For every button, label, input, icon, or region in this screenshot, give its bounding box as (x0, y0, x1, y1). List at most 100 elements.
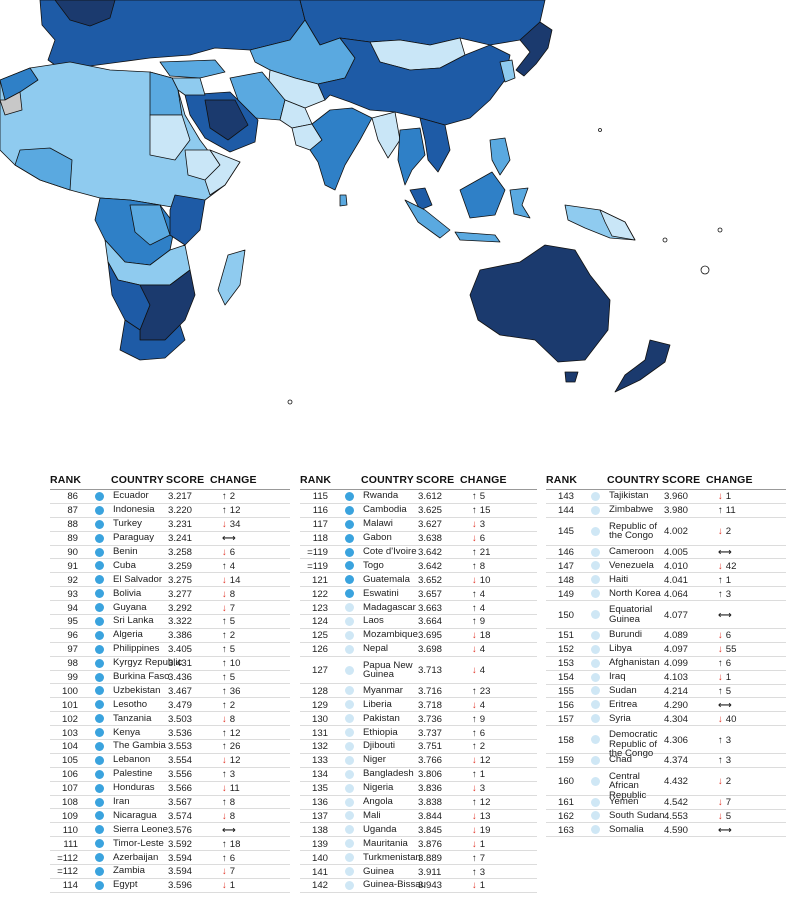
country-cell: Afghanistan (609, 657, 660, 669)
header-change: CHANGE (706, 474, 753, 486)
score-cell: 3.217 (168, 491, 193, 503)
change-value: 8 (229, 588, 236, 600)
rank-cell: 117 (312, 519, 328, 531)
level-dot-icon (95, 575, 104, 585)
country-cell: Cote d'Ivoire (363, 546, 417, 557)
level-dot-icon (95, 686, 104, 696)
map-malaysia (409, 187, 433, 211)
rank-cell: 92 (67, 574, 78, 586)
country-cell: Benin (113, 546, 138, 557)
level-dot-icon (345, 665, 354, 675)
score-cell: 4.005 (664, 547, 689, 559)
header-score: SCORE (166, 474, 205, 486)
change-cell: ↓ 4 (472, 700, 485, 711)
country-cell: Gabon (363, 532, 392, 544)
change-cell: ↓ 6 (472, 533, 485, 544)
map-java (454, 231, 501, 243)
arrow-down-icon: ↓ (222, 519, 227, 531)
change-cell: ↑ 3 (718, 589, 731, 600)
arrow-down-icon: ↓ (472, 630, 477, 642)
table-row: 98 Kyrgyz Republic 3.431 ↑ 10 (50, 657, 290, 671)
change-cell: ↑ 9 (472, 714, 485, 725)
map-korea (499, 59, 516, 83)
table-row: 137 Mali 3.844 ↓ 13 (300, 810, 537, 824)
table-row: 122 Eswatini 3.657 ↑ 4 (300, 587, 537, 602)
map-somalia (204, 149, 241, 196)
score-cell: 3.625 (418, 505, 443, 517)
table-row: 160 Central African Republic 4.432 ↓ 2 (546, 768, 786, 800)
change-cell: ↑ 2 (222, 630, 235, 641)
change-cell: ↑ 4 (472, 589, 485, 600)
country-cell: Togo (363, 559, 384, 571)
rank-cell: 158 (557, 734, 574, 746)
level-dot-icon (345, 603, 354, 613)
score-cell: 3.594 (168, 852, 193, 864)
change-value: 2 (479, 741, 486, 753)
level-dot-icon (95, 839, 104, 849)
score-cell: 3.574 (168, 810, 193, 822)
arrow-up-icon: ↑ (472, 866, 477, 878)
arrow-down-icon: ↓ (718, 797, 723, 809)
score-cell: 3.592 (168, 838, 193, 850)
score-cell: 3.713 (418, 665, 443, 677)
rank-cell: 108 (61, 797, 78, 809)
change-value: 2 (725, 776, 732, 788)
change-cell: ↑ 5 (222, 616, 235, 627)
level-dot-icon (345, 867, 354, 876)
rank-cell: 116 (312, 505, 328, 517)
rank-cell: 136 (311, 797, 328, 809)
level-dot-icon (95, 797, 104, 807)
change-value: 11 (229, 783, 240, 795)
change-cell: ↓ 2 (718, 526, 731, 537)
level-dot-icon (95, 616, 104, 626)
change-cell: ↑ 8 (472, 561, 485, 572)
map-australia (469, 244, 611, 363)
country-cell: Eritrea (609, 698, 638, 710)
score-cell: 4.103 (664, 672, 689, 684)
arrow-down-icon: ↓ (718, 713, 723, 725)
change-value: 12 (479, 755, 491, 767)
country-cell: Tajikistan (609, 490, 649, 502)
country-cell: Guyana (113, 601, 147, 613)
rank-cell: 133 (311, 755, 328, 767)
rank-cell: 88 (67, 519, 78, 531)
score-cell: 4.010 (664, 560, 689, 572)
change-cell: ↓ 6 (222, 547, 235, 558)
arrow-down-icon: ↓ (718, 560, 723, 572)
map-east-africa (169, 194, 206, 246)
change-value: 6 (229, 547, 236, 558)
change-cell: ↑ 5 (472, 491, 485, 502)
level-dot-icon (95, 672, 104, 682)
rank-cell: =119 (307, 547, 328, 558)
level-dot-icon (95, 603, 104, 613)
level-dot-icon (591, 686, 600, 696)
score-cell: 3.737 (418, 727, 443, 739)
score-cell: 3.596 (168, 880, 193, 892)
country-cell: Lesotho (113, 698, 148, 710)
table-row: 142 Guinea-Bissau 3.943 ↓ 1 (300, 879, 537, 893)
country-cell: Iran (113, 796, 130, 808)
country-cell: Republic of the Congo (609, 520, 657, 542)
level-dot-icon (95, 589, 104, 599)
map-laos-vietnam (419, 117, 451, 173)
change-value: 55 (725, 644, 737, 656)
change-cell: ↓ 3 (472, 519, 485, 530)
arrow-up-icon: ↑ (222, 630, 227, 642)
arrow-down-icon: ↓ (472, 533, 477, 545)
rank-cell: 109 (61, 810, 78, 822)
rank-cell: 153 (557, 658, 574, 670)
rank-cell: 121 (311, 574, 328, 586)
score-cell: 3.657 (418, 588, 443, 600)
arrow-up-icon: ↑ (472, 713, 477, 725)
arrow-down-icon: ↓ (472, 644, 477, 656)
arrow-up-icon: ↑ (222, 560, 227, 572)
rank-cell: 132 (311, 741, 328, 753)
arrow-down-icon: ↓ (718, 644, 723, 656)
table-row: =112 Azerbaijan 3.594 ↑ 6 (50, 851, 290, 866)
country-cell: Liberia (363, 698, 392, 710)
level-dot-icon (95, 547, 104, 557)
country-cell: The Gambia (113, 740, 166, 752)
rank-cell: 130 (311, 713, 328, 725)
country-cell: Algeria (113, 629, 143, 641)
country-cell: Ecuador (113, 490, 149, 502)
